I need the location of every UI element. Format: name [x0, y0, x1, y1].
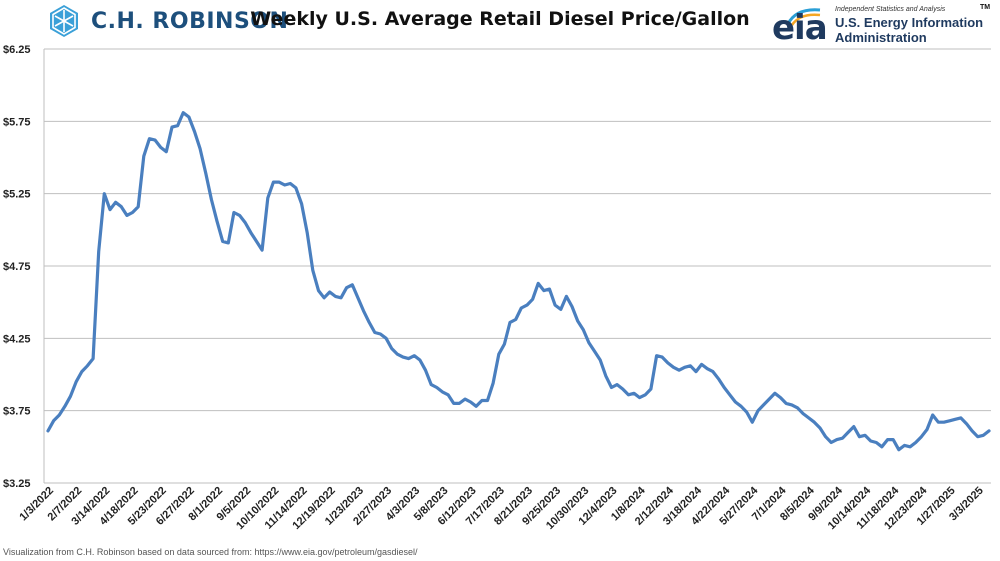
brand-name: C.H. ROBINSON [91, 8, 289, 34]
source-note: Visualization from C.H. Robinson based o… [3, 547, 418, 557]
y-tick-label: $6.25 [3, 44, 31, 56]
eia-arc-icon [786, 8, 821, 26]
eia-name-line1: U.S. Energy Information [835, 15, 984, 30]
y-tick-label: $4.25 [3, 333, 31, 345]
header: C.H. ROBINSON Weekly U.S. Average Retail… [0, 0, 1000, 48]
y-tick-label: $3.75 [3, 406, 31, 418]
y-tick-label: $4.75 [3, 261, 31, 273]
x-axis-ticks: 1/3/20222/7/20223/14/20224/18/20225/23/2… [17, 484, 985, 532]
series-group [46, 111, 991, 452]
eia-wordmark: eia [772, 8, 828, 48]
y-tick-label: $5.75 [3, 116, 31, 128]
ch-robinson-hex-icon [50, 5, 78, 37]
y-tick-label: $3.25 [3, 478, 31, 490]
chart-title: Weekly U.S. Average Retail Diesel Price/… [250, 8, 750, 30]
y-axis-ticks: $6.25 $5.75 $5.25 $4.75 $4.25 $3.75 $3.25 [3, 44, 31, 490]
eia-name-line2: Administration [835, 30, 927, 45]
grid-lines [43, 48, 991, 484]
eia-logo: eia Independent Statistics and Analysis … [772, 4, 994, 48]
eia-trademark: TM [980, 4, 991, 11]
series-line-diesel-price [46, 111, 991, 452]
ch-robinson-logo: C.H. ROBINSON [47, 4, 288, 38]
y-tick-label: $5.25 [3, 189, 31, 201]
eia-tagline: Independent Statistics and Analysis [835, 6, 946, 13]
